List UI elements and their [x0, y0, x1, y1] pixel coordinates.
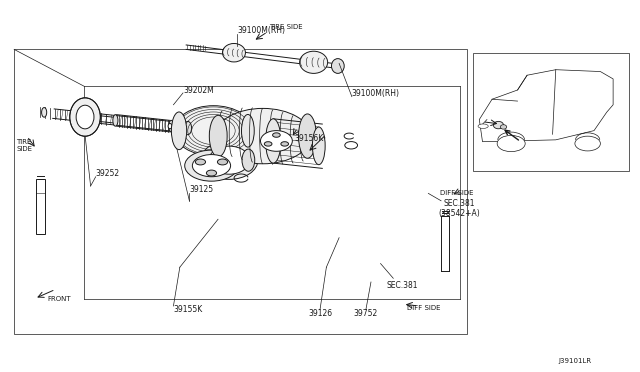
Ellipse shape [168, 124, 172, 129]
Ellipse shape [281, 142, 289, 146]
Ellipse shape [497, 135, 525, 152]
Ellipse shape [193, 155, 230, 177]
Ellipse shape [300, 51, 328, 73]
Polygon shape [36, 179, 45, 234]
Text: TIRE
SIDE: TIRE SIDE [16, 139, 32, 152]
Ellipse shape [242, 149, 255, 171]
Text: 39100M(RH): 39100M(RH) [237, 26, 285, 35]
Ellipse shape [186, 125, 189, 131]
Text: 39155K: 39155K [173, 305, 203, 314]
Ellipse shape [215, 108, 310, 164]
Ellipse shape [575, 136, 600, 151]
Ellipse shape [200, 141, 258, 179]
Text: 39125: 39125 [189, 185, 214, 194]
Text: 39126: 39126 [308, 309, 332, 318]
Bar [473, 53, 629, 171]
Text: TIRE SIDE: TIRE SIDE [269, 24, 303, 30]
Text: DIFF SIDE: DIFF SIDE [440, 190, 474, 196]
Ellipse shape [185, 150, 238, 181]
Text: DIFF SIDE: DIFF SIDE [407, 305, 441, 311]
Ellipse shape [113, 115, 118, 126]
Ellipse shape [493, 121, 504, 129]
Text: J39101LR: J39101LR [558, 358, 591, 365]
Ellipse shape [312, 127, 325, 165]
Polygon shape [14, 49, 467, 334]
Ellipse shape [206, 170, 216, 176]
Ellipse shape [223, 44, 246, 62]
Text: FRONT: FRONT [47, 296, 71, 302]
Ellipse shape [172, 112, 187, 150]
Text: SEC.381: SEC.381 [387, 281, 419, 290]
Text: 39752: 39752 [354, 309, 378, 318]
Ellipse shape [174, 106, 253, 156]
Ellipse shape [184, 121, 191, 135]
Ellipse shape [241, 115, 254, 147]
Text: 39100M(RH): 39100M(RH) [352, 89, 400, 98]
Text: 39156K: 39156K [294, 134, 324, 142]
Text: SEC.381
(38542+A): SEC.381 (38542+A) [438, 199, 479, 218]
Ellipse shape [260, 131, 292, 151]
Polygon shape [479, 70, 613, 142]
Ellipse shape [42, 108, 47, 117]
Ellipse shape [76, 105, 94, 129]
Ellipse shape [273, 133, 280, 137]
Text: 39252: 39252 [96, 169, 120, 177]
Ellipse shape [209, 146, 250, 174]
Ellipse shape [266, 119, 281, 163]
Ellipse shape [264, 142, 272, 146]
Text: 39202M: 39202M [183, 86, 214, 94]
Ellipse shape [478, 124, 488, 128]
Ellipse shape [70, 98, 100, 136]
Ellipse shape [209, 115, 227, 157]
Ellipse shape [218, 159, 228, 165]
Ellipse shape [332, 59, 344, 73]
Ellipse shape [169, 121, 174, 132]
Ellipse shape [195, 159, 205, 165]
Ellipse shape [298, 114, 316, 158]
Ellipse shape [500, 125, 507, 129]
